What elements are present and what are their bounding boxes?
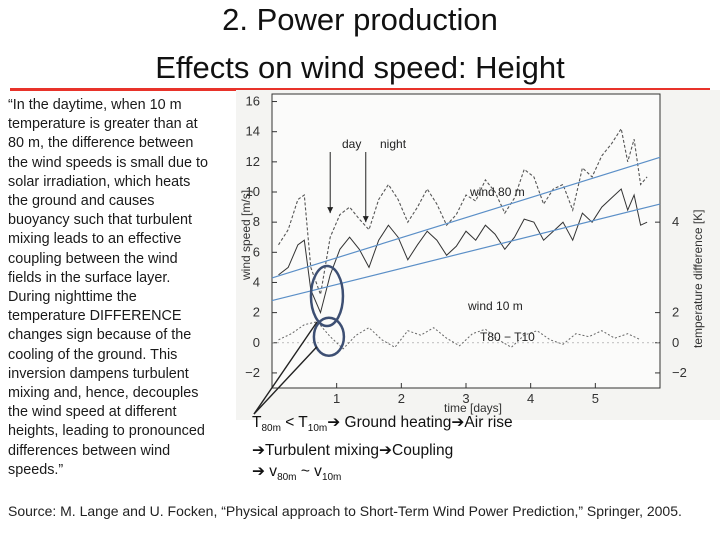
annot3-b: ~ v bbox=[296, 463, 322, 481]
annot2-a: Turbulent mixing bbox=[265, 441, 380, 459]
highlight-ellipse-wind bbox=[309, 264, 345, 328]
y-axis-left-label: wind speed [m/s] bbox=[239, 190, 253, 281]
annotation-line1: T80m < T10m➔ Ground heating➔Air rise bbox=[252, 412, 513, 440]
annot3-a: v bbox=[265, 463, 278, 481]
x-axis-label: time [days] bbox=[444, 401, 502, 415]
arrowhead-icon bbox=[327, 207, 334, 214]
annot1-d: Air rise bbox=[464, 414, 513, 431]
annot1-a-sub: 80m bbox=[261, 423, 281, 435]
annotation-wind-10m: wind 10 m bbox=[467, 299, 523, 313]
annotation-line3: ➔ v80m ~ v10m bbox=[252, 461, 513, 489]
annot1-b-sub: 10m bbox=[307, 423, 328, 435]
wind-speed-chart: −2 0 2 4 6 8 10 12 14 16 4 2 0 −2 1 2 3 4 5 wind speed [m/… bbox=[236, 90, 720, 420]
annot1-b: < T bbox=[280, 414, 308, 431]
y-axis-right-label: temperature difference [K] bbox=[691, 209, 705, 348]
annotation-line2: ➔Turbulent mixing➔Coupling bbox=[252, 440, 513, 462]
title-underline bbox=[10, 88, 710, 91]
x-tick-label: 2 bbox=[398, 391, 405, 406]
y-tick-left-label: 14 bbox=[246, 124, 260, 139]
trend-line-upper bbox=[271, 156, 661, 279]
annot1-c: Ground heating bbox=[340, 414, 452, 431]
x-tick-label: 4 bbox=[527, 391, 534, 406]
slide-title-line2: Effects on wind speed: Height bbox=[155, 50, 565, 85]
x-tick-label: 5 bbox=[592, 391, 599, 406]
y-tick-left-label: 6 bbox=[253, 244, 260, 259]
y-tick-left-label: 12 bbox=[246, 154, 260, 169]
y-tick-left-label: 16 bbox=[246, 94, 260, 109]
y-tick-left-label: 8 bbox=[253, 214, 260, 229]
right-arrow-icon: ➔ bbox=[451, 414, 465, 431]
y-tick-right-label: 4 bbox=[672, 214, 679, 229]
pointer-line-wind bbox=[253, 321, 318, 415]
highlight-ellipse-temp bbox=[312, 316, 346, 357]
plot-frame bbox=[271, 93, 661, 389]
trend-line-lower bbox=[271, 203, 661, 302]
annot2-b: Coupling bbox=[392, 441, 454, 459]
annotation-night: night bbox=[380, 137, 407, 151]
right-arrow-icon: ➔ bbox=[252, 463, 265, 481]
y-tick-right-label: 0 bbox=[672, 335, 679, 350]
y-tick-right-label: 2 bbox=[672, 305, 679, 320]
slide-title-line1: 2. Power production bbox=[222, 2, 498, 37]
y-tick-left-label: 2 bbox=[253, 305, 260, 320]
pointer-line-temp bbox=[253, 346, 318, 415]
y-tick-left-label: 4 bbox=[253, 274, 260, 289]
x-tick-label: 3 bbox=[462, 391, 469, 406]
y-tick-right-label: −2 bbox=[672, 365, 687, 380]
y-tick-left-label: 0 bbox=[253, 335, 260, 350]
annotation-block: T80m < T10m➔ Ground heating➔Air rise ➔Tu… bbox=[252, 412, 513, 489]
annotation-temp-diff: T80 − T10 bbox=[480, 330, 535, 344]
annotation-day: day bbox=[342, 137, 361, 151]
right-arrow-icon: ➔ bbox=[379, 441, 393, 459]
right-arrow-icon: ➔ bbox=[252, 441, 265, 459]
annot1-a: T bbox=[252, 414, 262, 431]
series-temp-diff bbox=[278, 321, 641, 350]
annot3-a-sub: 80m bbox=[277, 472, 297, 484]
arrowhead-icon bbox=[362, 216, 369, 223]
right-arrow-icon: ➔ bbox=[327, 414, 341, 431]
annot3-b-sub: 10m bbox=[321, 472, 342, 484]
y-tick-left-label: −2 bbox=[245, 365, 260, 380]
quote-text: “In the daytime, when 10 m temperature i… bbox=[8, 97, 208, 478]
x-tick-label: 1 bbox=[333, 391, 340, 406]
annotation-wind-80m: wind 80 m bbox=[469, 185, 525, 199]
source-citation: Source: M. Lange and U. Focken, “Physica… bbox=[8, 503, 682, 519]
y-tick-left-label: 10 bbox=[246, 184, 260, 199]
series-wind-80m bbox=[278, 127, 648, 297]
